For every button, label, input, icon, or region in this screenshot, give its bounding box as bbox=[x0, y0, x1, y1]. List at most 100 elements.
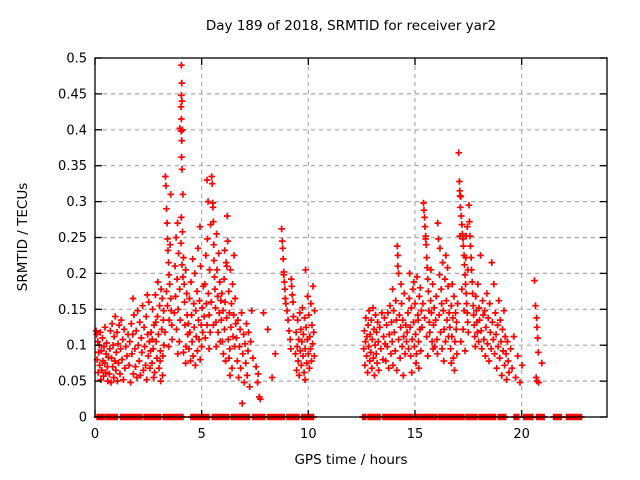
data-point bbox=[216, 278, 224, 286]
data-point bbox=[424, 352, 432, 360]
data-point bbox=[221, 326, 228, 333]
data-point bbox=[205, 290, 212, 297]
data-point bbox=[410, 318, 417, 326]
data-point bbox=[215, 309, 223, 317]
data-point bbox=[443, 297, 450, 304]
data-point bbox=[132, 363, 139, 370]
data-point bbox=[395, 336, 402, 343]
data-point bbox=[430, 304, 438, 312]
data-point bbox=[397, 323, 404, 331]
data-point bbox=[436, 271, 443, 279]
data-point bbox=[501, 333, 509, 340]
data-point bbox=[454, 300, 461, 307]
data-point bbox=[389, 362, 397, 369]
data-point bbox=[286, 336, 294, 343]
data-point bbox=[165, 343, 172, 350]
data-point bbox=[415, 364, 423, 372]
data-point bbox=[118, 356, 126, 363]
data-point bbox=[463, 300, 470, 307]
data-point bbox=[302, 266, 309, 274]
data-point bbox=[129, 295, 137, 302]
data-point bbox=[411, 300, 419, 307]
data-point bbox=[123, 352, 131, 360]
data-point bbox=[392, 297, 400, 304]
data-point bbox=[468, 278, 476, 286]
data-point bbox=[139, 302, 146, 309]
data-point bbox=[208, 298, 215, 306]
data-point bbox=[190, 323, 198, 331]
data-point bbox=[149, 306, 156, 313]
data-point bbox=[386, 331, 393, 338]
data-point bbox=[377, 345, 385, 353]
data-point bbox=[178, 92, 185, 99]
data-point bbox=[514, 352, 522, 360]
tick-labels: 0 5 10 15 20 0 0.05 0.1 0.15 0.2 0.25 0.3 0.35 0.4 0.4… bbox=[58, 52, 530, 443]
data-point bbox=[140, 323, 148, 331]
data-point bbox=[160, 316, 167, 324]
data-point bbox=[202, 252, 210, 259]
data-point bbox=[97, 376, 105, 383]
data-point bbox=[199, 304, 206, 312]
data-point bbox=[167, 295, 174, 302]
data-point bbox=[174, 219, 181, 227]
y-tick-label: 0.15 bbox=[58, 303, 87, 318]
x-tick-label: 15 bbox=[407, 427, 424, 442]
data-point bbox=[289, 298, 297, 306]
data-point bbox=[103, 339, 110, 347]
data-point bbox=[156, 302, 163, 309]
data-point bbox=[197, 262, 204, 270]
data-point bbox=[278, 225, 285, 233]
data-point bbox=[225, 336, 232, 343]
data-point bbox=[388, 318, 395, 326]
data-point bbox=[453, 318, 460, 326]
data-point bbox=[127, 379, 134, 386]
data-point bbox=[364, 369, 371, 376]
data-point bbox=[478, 345, 486, 353]
data-point bbox=[464, 223, 471, 230]
data-point bbox=[98, 347, 105, 355]
data-point bbox=[160, 307, 167, 314]
data-point bbox=[424, 275, 432, 283]
data-point bbox=[128, 320, 135, 327]
data-point bbox=[191, 270, 199, 277]
data-point bbox=[460, 242, 467, 250]
data-point bbox=[436, 245, 444, 252]
data-point bbox=[167, 191, 174, 198]
data-point bbox=[104, 377, 112, 385]
data-point bbox=[403, 338, 410, 345]
data-point bbox=[494, 321, 501, 329]
data-point bbox=[164, 235, 171, 243]
data-point bbox=[106, 370, 113, 378]
y-tick-label: 0.45 bbox=[58, 87, 87, 102]
data-point bbox=[234, 357, 241, 365]
data-point bbox=[176, 285, 183, 293]
data-point bbox=[221, 247, 228, 254]
data-point bbox=[197, 321, 205, 329]
data-point bbox=[448, 302, 455, 309]
data-point bbox=[467, 254, 475, 261]
data-point bbox=[420, 206, 428, 214]
data-point bbox=[195, 316, 202, 324]
data-point bbox=[211, 273, 218, 281]
data-point bbox=[142, 362, 149, 369]
data-point bbox=[366, 357, 374, 365]
data-point bbox=[448, 333, 456, 340]
data-point bbox=[236, 343, 243, 350]
data-point bbox=[201, 280, 209, 288]
grid-lines bbox=[95, 58, 607, 417]
data-point bbox=[112, 313, 119, 320]
data-point bbox=[305, 311, 313, 319]
data-point bbox=[469, 302, 477, 309]
data-point bbox=[226, 309, 233, 317]
data-point bbox=[159, 352, 167, 360]
data-point bbox=[213, 266, 221, 274]
data-point bbox=[305, 350, 312, 358]
data-point bbox=[230, 311, 237, 319]
data-point bbox=[223, 314, 230, 322]
data-point bbox=[421, 223, 429, 230]
data-point bbox=[202, 334, 209, 342]
data-point bbox=[497, 338, 505, 345]
data-point bbox=[431, 343, 439, 350]
data-point bbox=[430, 321, 437, 329]
